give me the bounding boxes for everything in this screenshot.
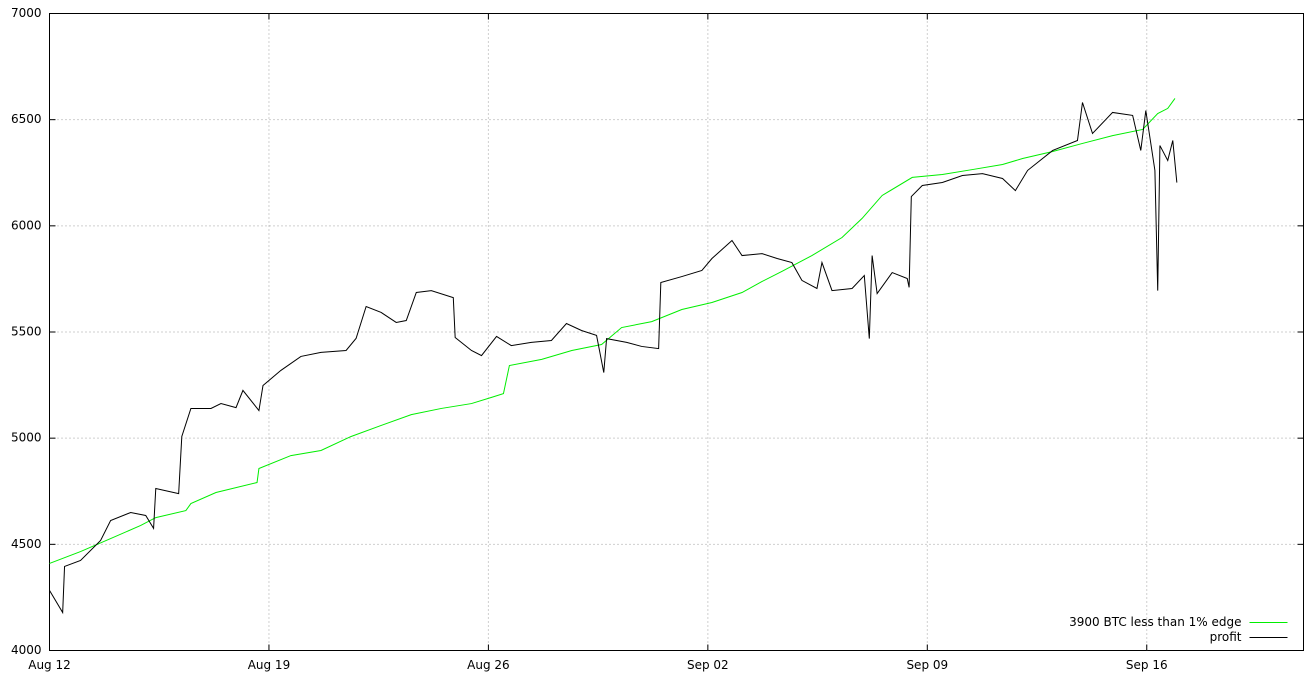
y-tick-label: 5000 <box>11 431 42 445</box>
x-tick-label: Sep 09 <box>906 658 948 672</box>
x-tick-label: Aug 19 <box>248 658 291 672</box>
y-tick-label: 4000 <box>11 643 42 657</box>
x-tick-label: Aug 12 <box>28 658 71 672</box>
y-tick-label: 4500 <box>11 537 42 551</box>
series-line <box>49 98 1176 564</box>
x-tick-label: Aug 26 <box>467 658 510 672</box>
x-tick-label: Sep 16 <box>1126 658 1168 672</box>
legend-label: profit <box>1210 630 1242 644</box>
y-tick-label: 6500 <box>11 112 42 126</box>
x-tick-label: Sep 02 <box>687 658 729 672</box>
series-line <box>49 102 1178 615</box>
y-tick-label: 7000 <box>11 6 42 20</box>
legend-label: 3900 BTC less than 1% edge <box>1069 615 1241 629</box>
y-tick-label: 5500 <box>11 325 42 339</box>
y-tick-label: 6000 <box>11 218 42 232</box>
